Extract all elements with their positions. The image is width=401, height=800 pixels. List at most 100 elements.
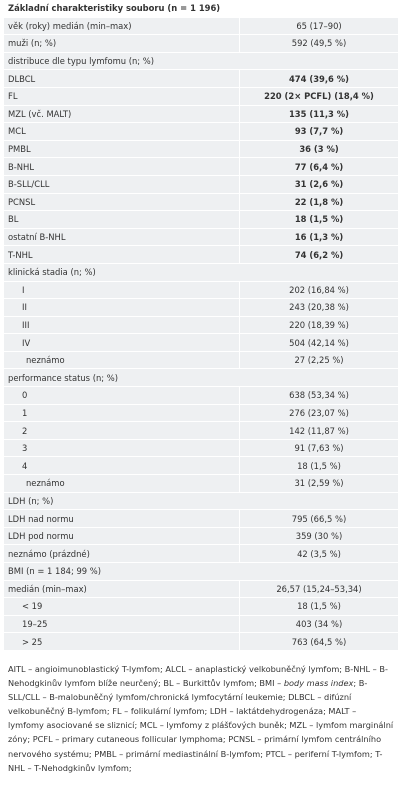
- row-label: 2: [4, 421, 240, 440]
- row-label: ostatní B-NHL: [4, 228, 240, 247]
- table-row: neznámo 31 (2,59 %): [4, 474, 398, 493]
- row-label: < 19: [4, 597, 240, 616]
- row-value: 220 (18,39 %): [239, 316, 398, 335]
- row-value: 42 (3,5 %): [239, 544, 398, 563]
- row-value: 243 (20,38 %): [239, 298, 398, 317]
- row-value: 18 (1,5 %): [239, 597, 398, 616]
- row-value: 27 (2,25 %): [239, 351, 398, 370]
- row-value: 135 (11,3 %): [239, 105, 398, 124]
- row-label: PMBL: [4, 140, 240, 159]
- footnote-text: AITL – angioimunoblastický T-lymfom; ALC…: [8, 664, 388, 689]
- row-label: PCNSL: [4, 193, 240, 212]
- row-value: 22 (1,8 %): [239, 193, 398, 212]
- row-label: LDH nad normu: [4, 509, 240, 528]
- table-row: 2 142 (11,87 %): [4, 421, 398, 440]
- row-value: 18 (1,5 %): [239, 456, 398, 476]
- footnote-italic: body mass index: [283, 678, 354, 689]
- table-row: BL 18 (1,5 %): [4, 210, 398, 229]
- row-label: distribuce dle typu lymfomu (n; %): [4, 52, 398, 71]
- table-row: IV 504 (42,14 %): [4, 333, 398, 352]
- row-label: BMI (n = 1 184; 99 %): [4, 562, 398, 581]
- table-row: věk (roky) medián (min–max) 65 (17–90): [4, 17, 398, 36]
- table-row: B-SLL/CLL 31 (2,6 %): [4, 175, 398, 194]
- row-value: 763 (64,5 %): [239, 632, 398, 651]
- table-row: 4 18 (1,5 %): [4, 456, 398, 476]
- table-row: muži (n; %) 592 (49,5 %): [4, 34, 398, 53]
- row-value: 795 (66,5 %): [239, 509, 398, 528]
- row-value: 638 (53,34 %): [239, 386, 398, 405]
- row-label: LDH (n; %): [4, 492, 398, 511]
- row-label: T-NHL: [4, 245, 240, 264]
- row-label: MZL (vč. MALT): [4, 105, 240, 124]
- row-value: 77 (6,4 %): [239, 157, 398, 176]
- row-value: 142 (11,87 %): [239, 421, 398, 440]
- row-label: DLBCL: [4, 69, 240, 88]
- row-value: 26,57 (15,24–53,34): [239, 580, 398, 599]
- row-label: LDH pod normu: [4, 527, 240, 546]
- row-label: IV: [4, 333, 240, 352]
- row-label: BL: [4, 210, 240, 229]
- table-row: DLBCL 474 (39,6 %): [4, 69, 398, 88]
- table-row: LDH pod normu 359 (30 %): [4, 527, 398, 546]
- row-label: I: [4, 281, 240, 300]
- table-row: performance status (n; %): [4, 368, 398, 388]
- row-value: 504 (42,14 %): [239, 333, 398, 352]
- table-row: MZL (vč. MALT) 135 (11,3 %): [4, 105, 398, 124]
- row-value: 31 (2,59 %): [239, 474, 398, 493]
- table-row: klinická stadia (n; %): [4, 263, 398, 282]
- footnote-text: ; B-SLL/CLL – B-malobuněčný lymfom/chron…: [8, 678, 394, 773]
- row-label: 3: [4, 439, 240, 458]
- table-row: neznámo 27 (2,25 %): [4, 351, 398, 370]
- row-value: 36 (3 %): [239, 140, 398, 159]
- row-label: B-NHL: [4, 157, 240, 176]
- row-value: 31 (2,6 %): [239, 175, 398, 194]
- table-row: II 243 (20,38 %): [4, 298, 398, 317]
- table-row: T-NHL 74 (6,2 %): [4, 245, 398, 264]
- table-row: 0 638 (53,34 %): [4, 386, 398, 405]
- row-label: II: [4, 298, 240, 317]
- row-value: 93 (7,7 %): [239, 122, 398, 141]
- row-value: 220 (2× PCFL) (18,4 %): [239, 87, 398, 106]
- row-label: B-SLL/CLL: [4, 175, 240, 194]
- row-label: neznámo: [4, 351, 240, 370]
- row-label: 4: [4, 456, 240, 476]
- table-row: LDH (n; %): [4, 492, 398, 511]
- row-value: 18 (1,5 %): [239, 210, 398, 229]
- table-row: FL 220 (2× PCFL) (18,4 %): [4, 87, 398, 106]
- table-row: medián (min–max) 26,57 (15,24–53,34): [4, 580, 398, 599]
- table-row: neznámo (prázdné) 42 (3,5 %): [4, 544, 398, 563]
- row-label: > 25: [4, 632, 240, 651]
- table: Základní charakteristiky souboru (n = 1 …: [4, 0, 398, 651]
- table-row: > 25 763 (64,5 %): [4, 632, 398, 651]
- table-row: PCNSL 22 (1,8 %): [4, 193, 398, 212]
- row-value: 592 (49,5 %): [239, 34, 398, 53]
- row-label: 0: [4, 386, 240, 405]
- row-label: 1: [4, 404, 240, 423]
- row-value: 65 (17–90): [239, 17, 398, 36]
- row-value: 74 (6,2 %): [239, 245, 398, 264]
- table-row: 19–25 403 (34 %): [4, 615, 398, 634]
- row-label: muži (n; %): [4, 34, 240, 53]
- row-label: FL: [4, 87, 240, 106]
- row-label: neznámo (prázdné): [4, 544, 240, 563]
- table-row: distribuce dle typu lymfomu (n; %): [4, 52, 398, 71]
- table-row: ostatní B-NHL 16 (1,3 %): [4, 228, 398, 247]
- table-row: I 202 (16,84 %): [4, 281, 398, 300]
- row-value: 202 (16,84 %): [239, 281, 398, 300]
- row-value: 359 (30 %): [239, 527, 398, 546]
- row-label: neznámo: [4, 474, 240, 493]
- table-row: BMI (n = 1 184; 99 %): [4, 562, 398, 581]
- row-value: 403 (34 %): [239, 615, 398, 634]
- row-value: 276 (23,07 %): [239, 404, 398, 423]
- row-label: performance status (n; %): [4, 368, 398, 388]
- table-row: < 19 18 (1,5 %): [4, 597, 398, 616]
- table-row: 3 91 (7,63 %): [4, 439, 398, 458]
- table-row: B-NHL 77 (6,4 %): [4, 157, 398, 176]
- footnote: AITL – angioimunoblastický T-lymfom; ALC…: [8, 662, 394, 775]
- table-row: 1 276 (23,07 %): [4, 404, 398, 423]
- row-value: 474 (39,6 %): [239, 69, 398, 88]
- table-row: MCL 93 (7,7 %): [4, 122, 398, 141]
- row-value: 16 (1,3 %): [239, 228, 398, 247]
- row-label: 19–25: [4, 615, 240, 634]
